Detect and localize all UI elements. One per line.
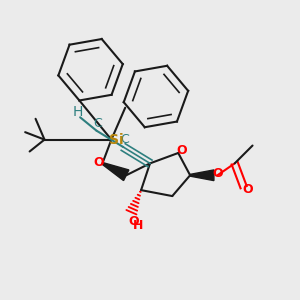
Text: C: C xyxy=(94,117,102,130)
Text: O: O xyxy=(128,215,139,228)
Polygon shape xyxy=(102,163,129,181)
Text: H: H xyxy=(133,219,143,232)
Text: O: O xyxy=(212,167,223,180)
Text: O: O xyxy=(242,183,253,196)
Text: O: O xyxy=(94,156,104,169)
Text: O: O xyxy=(176,144,187,157)
Polygon shape xyxy=(190,170,214,181)
Text: H: H xyxy=(73,105,83,119)
Text: C: C xyxy=(120,133,129,146)
Text: Si: Si xyxy=(110,134,124,148)
